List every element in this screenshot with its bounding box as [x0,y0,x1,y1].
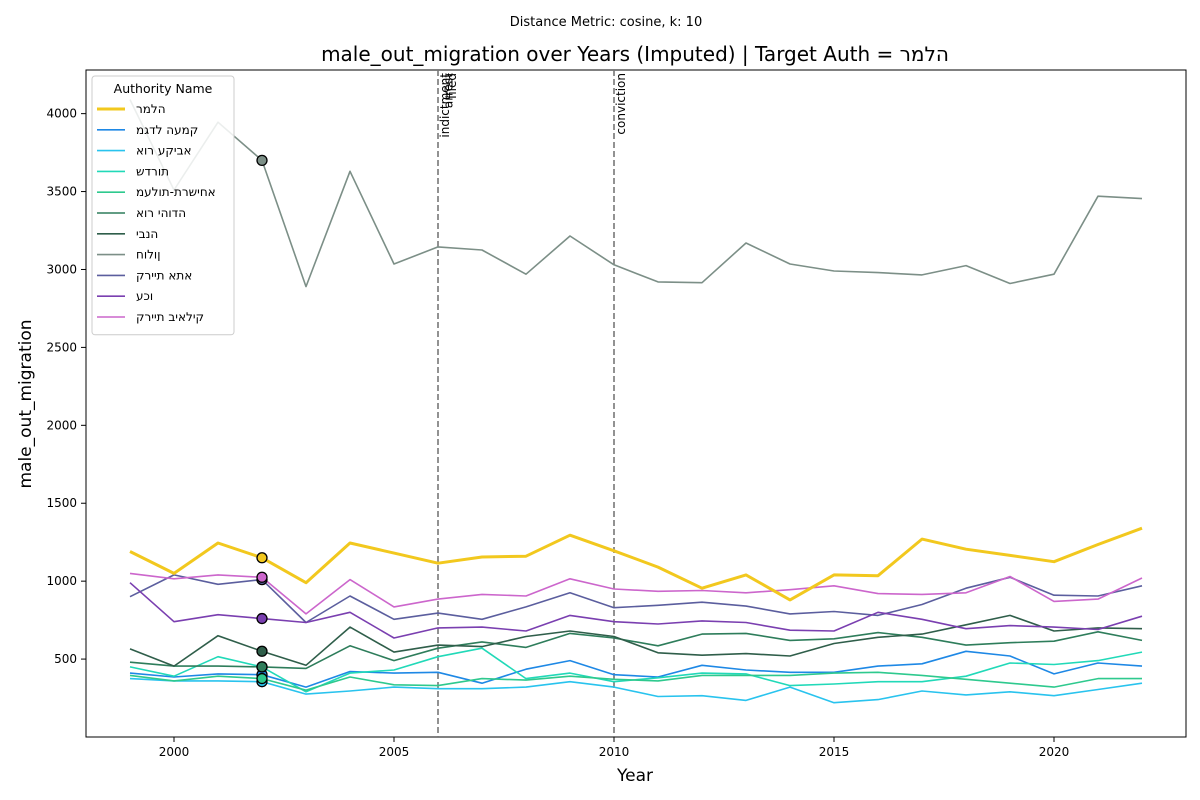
legend-entry: אחישרת-תולעמ [136,185,216,199]
legend-title: Authority Name [114,81,213,96]
series-line [129,630,1143,670]
legend-entry: אביקע רוא [136,144,192,158]
legend-entry: הנבי [136,227,158,241]
series-marker [256,612,268,625]
series-line [129,574,1143,624]
legend-entry: הלמר [136,102,166,116]
y-axis: 500 1000 1500 2000 2500 3000 3500 4000 [46,107,86,666]
y-tick-label: 3500 [46,185,77,199]
series-marker [256,571,268,583]
x-axis-title: Year [616,766,653,786]
series-line [129,650,1143,688]
y-tick-label: 4000 [46,107,77,121]
legend-entry: וכע [136,289,153,303]
legend-entry: קילאיב תיירק [136,310,204,324]
series-marker [256,154,268,167]
event-label: indictment [438,73,452,138]
series-line [129,572,1143,615]
x-tick-label: 2015 [819,745,850,759]
y-tick-label: 1000 [46,574,77,588]
series-line [129,677,1143,704]
y-axis-title: male_out_migration [16,319,36,488]
series-marker [256,661,268,673]
series-marker [256,672,268,685]
legend-entry: קמעה לדגמ [136,123,198,137]
legend: Authority Name הלמר קמעה לדגמ אביקע רוא תורד… [91,75,235,336]
y-tick-label: 3000 [46,262,77,276]
series-line [129,526,1143,602]
series-line [129,582,1143,639]
legend-entry: ןולוח [136,248,160,262]
series-line [129,99,1143,288]
chart-suptitle: Distance Metric: cosine, k: 10 [510,15,702,30]
x-tick-label: 2020 [1039,745,1070,759]
plot-area [85,69,1187,738]
y-tick-label: 2500 [46,340,77,354]
chart-title: male_out_migration over Years (Imputed) … [321,42,949,66]
event-label: conviction [614,73,628,135]
series-marker [256,552,268,564]
x-tick-label: 2000 [159,745,190,759]
x-tick-label: 2005 [379,745,410,759]
legend-entry: אתא תיירק [136,268,192,282]
legend-entry: תורדש [136,164,169,178]
legend-entry: הדוהי רוא [136,206,186,220]
event-label: filed [445,73,459,99]
series-lines [129,99,1143,704]
series-line [129,647,1143,693]
legend-box [91,75,235,336]
series-line [129,614,1143,667]
x-tick-label: 2010 [599,745,630,759]
series-marker [256,645,268,657]
y-tick-label: 500 [54,652,77,666]
series-markers [256,154,268,688]
series-line [129,671,1142,692]
event-label: arrest [442,73,456,108]
x-axis: 2000 2005 2010 2015 2020 [159,737,1070,759]
y-tick-label: 2000 [46,418,77,432]
y-tick-label: 1500 [46,496,77,510]
